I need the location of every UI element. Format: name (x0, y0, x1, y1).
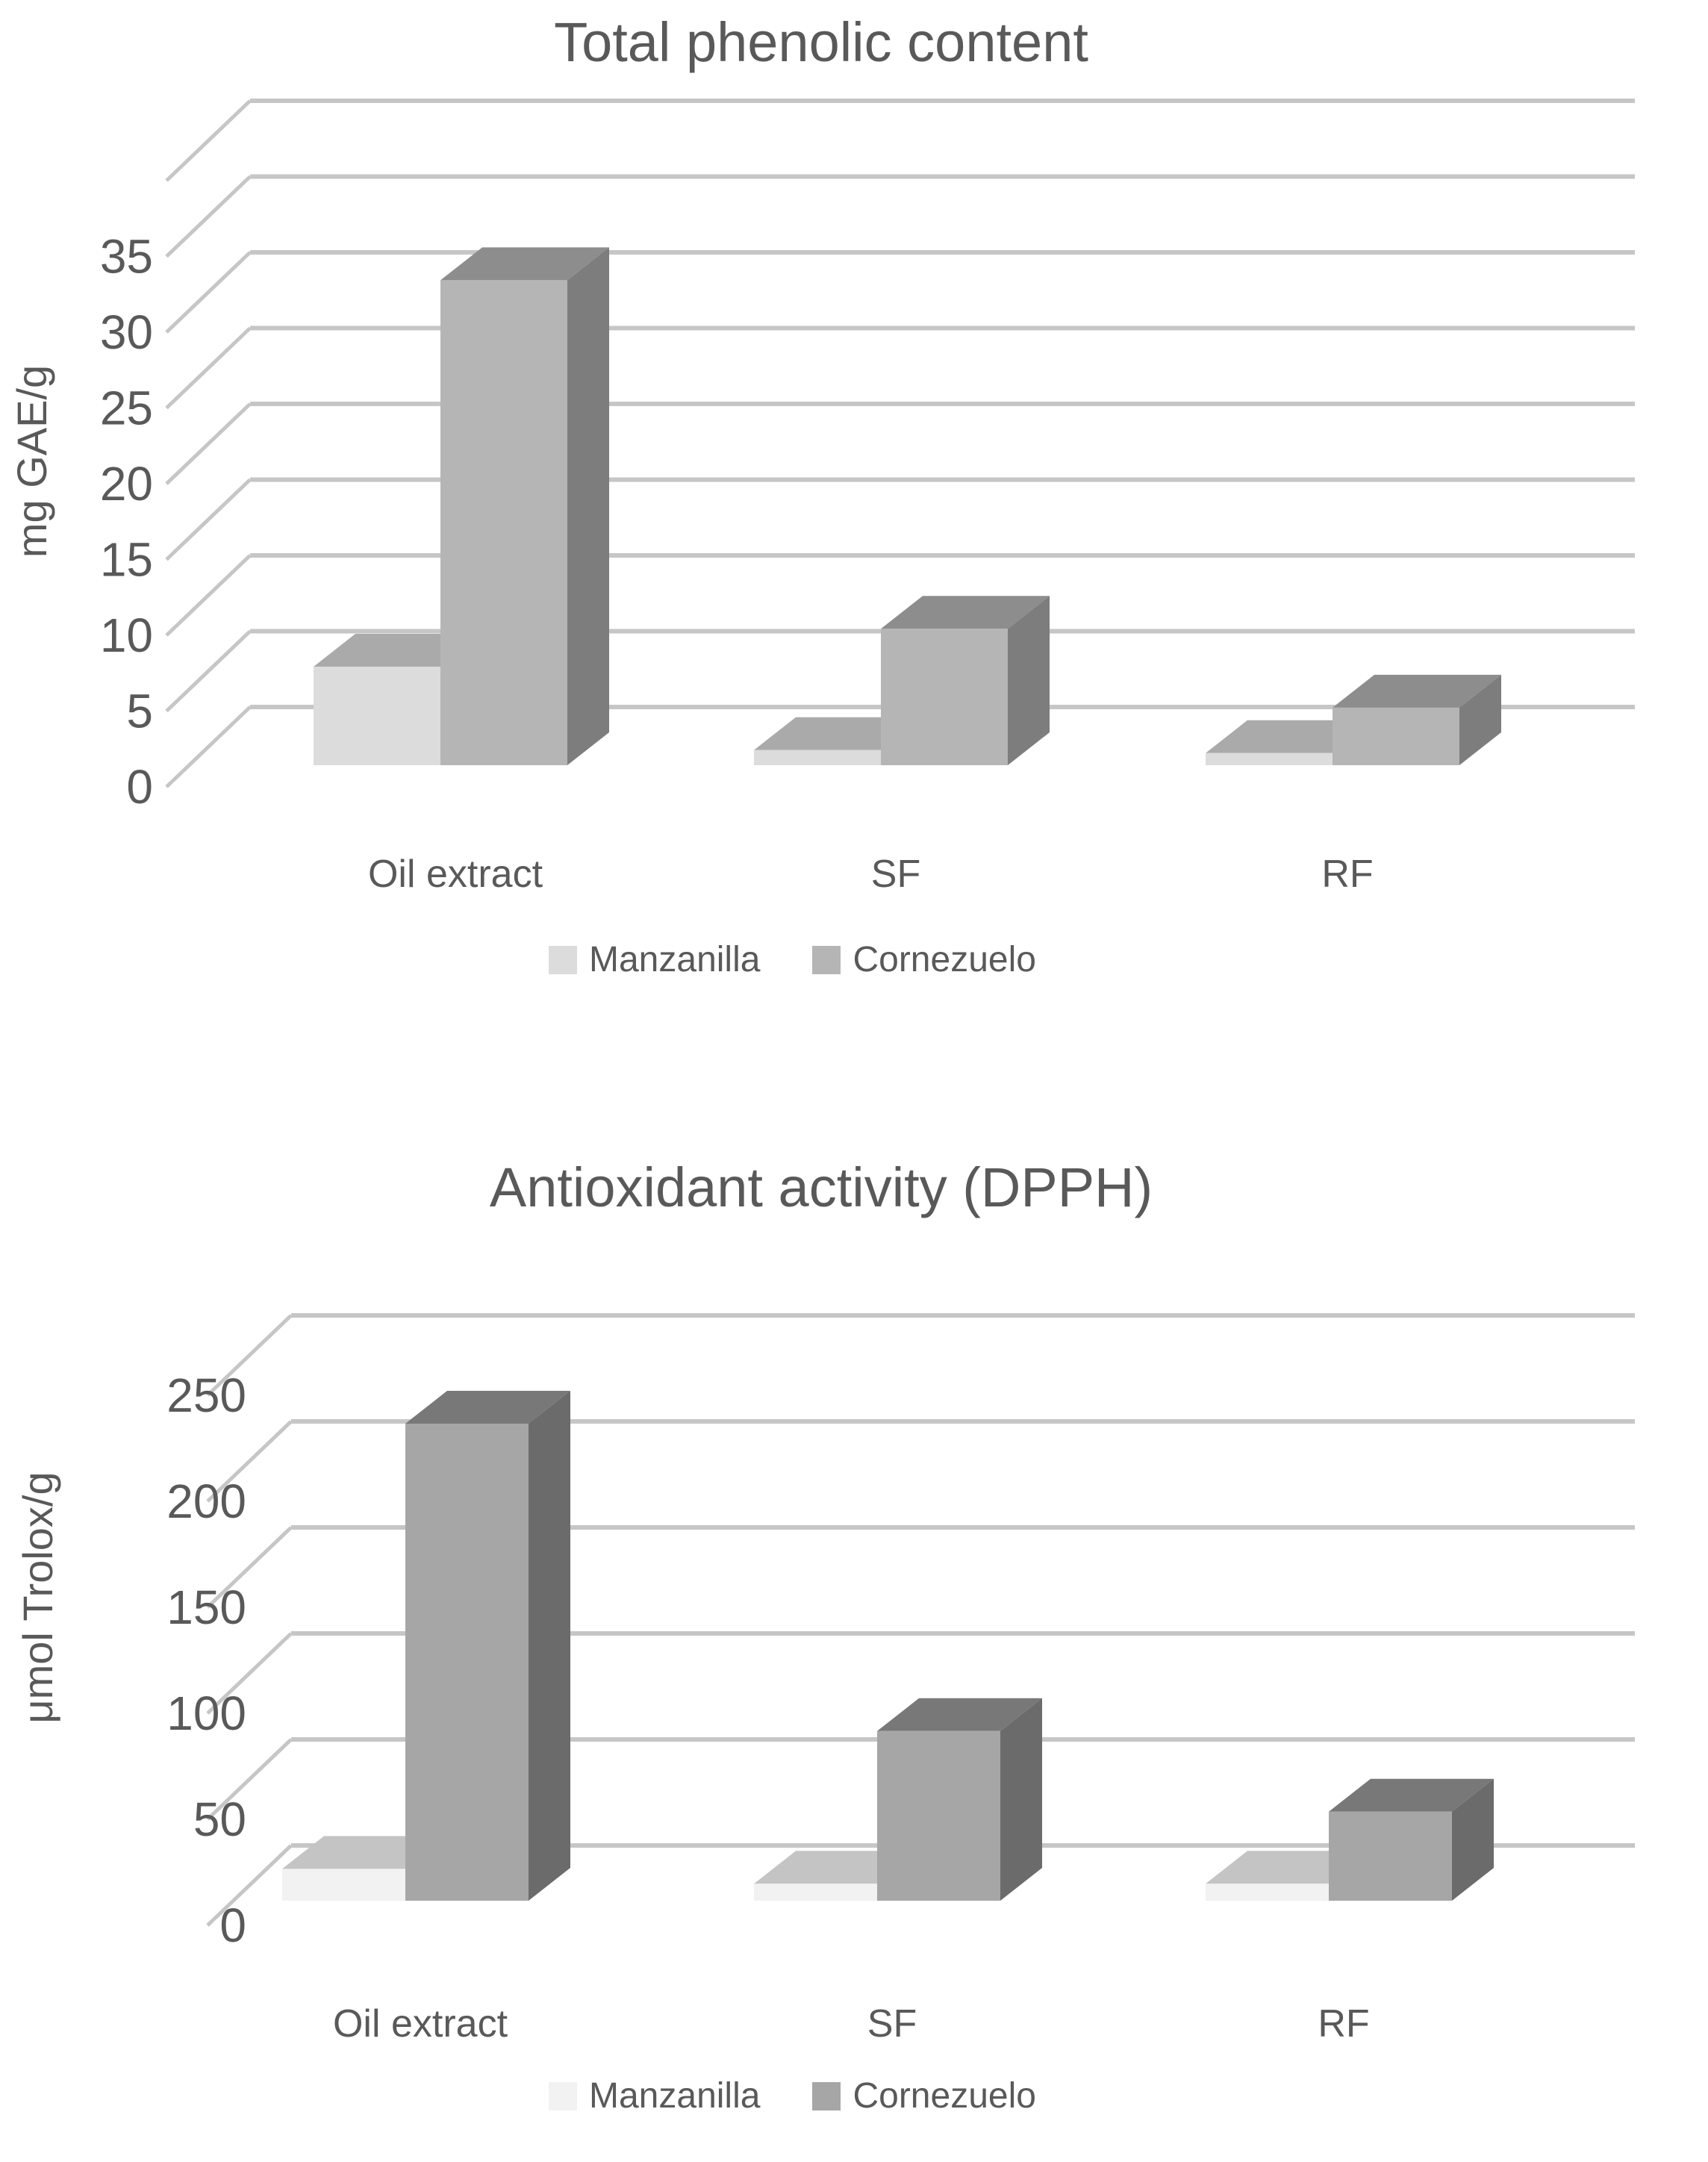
bar-front-face (1333, 707, 1459, 765)
x-category-label: Oil extract (368, 853, 543, 896)
chart2-legend-item-manzanilla: Manzanilla (549, 2075, 760, 2116)
bar-top-face (881, 596, 1050, 629)
bar-front-face (1329, 1811, 1452, 1901)
bar-front-face (881, 629, 1008, 765)
bar-front-face (282, 1869, 405, 1901)
bar-top-face (1333, 674, 1501, 708)
y-tick-label: 0 (126, 760, 153, 814)
bar-front-face (1206, 753, 1333, 765)
bar-cornezuelo-oil-extract (405, 1391, 570, 1901)
gridline-depth-segment (206, 1738, 293, 1821)
bar-cornezuelo-sf (881, 596, 1050, 765)
gridline-depth-segment (165, 705, 252, 788)
bar-side-face (1452, 1778, 1494, 1901)
gridline-depth-segment (165, 251, 252, 334)
y-tick-label: 30 (100, 305, 153, 359)
bar-top-face (1206, 720, 1374, 753)
y-tick-label: 0 (219, 1898, 246, 1952)
bar-side-face (1459, 674, 1501, 765)
bar-cornezuelo-sf (877, 1698, 1042, 1901)
bar-top-face (1329, 1778, 1494, 1812)
gridline-depth-segment (206, 1632, 293, 1715)
y-tick-label: 15 (100, 533, 153, 587)
chart2-legend: Manzanilla Cornezuelo (549, 2075, 1036, 2116)
chart1-title: Total phenolic content (554, 11, 1088, 73)
chart1-legend-label-manzanilla: Manzanilla (589, 940, 761, 979)
bar-side-face (529, 1391, 570, 1901)
y-tick-label: 200 (166, 1474, 246, 1528)
bar-top-face (877, 1698, 1042, 1731)
gridline-depth-segment (206, 1844, 293, 1927)
gridline-depth-segment (165, 554, 252, 637)
chart2-title: Antioxidant activity (DPPH) (489, 1156, 1153, 1218)
y-tick-label: 5 (126, 685, 153, 738)
chart1-legend: Manzanilla Cornezuelo (549, 939, 1036, 980)
bar-front-face (314, 667, 440, 765)
bar-front-face (754, 1884, 877, 1901)
bar-front-face (1206, 1884, 1329, 1901)
y-axis-title: mg GAE/g (8, 365, 55, 558)
bar-front-face (440, 280, 567, 765)
x-category-label: SF (871, 853, 920, 896)
x-category-label: RF (1318, 2002, 1369, 2046)
bar-cornezuelo-rf (1329, 1778, 1494, 1901)
chart1-legend-item-manzanilla: Manzanilla (549, 939, 760, 980)
y-tick-label: 150 (166, 1580, 246, 1634)
y-tick-label: 35 (100, 230, 153, 284)
chart1-legend-label-cornezuelo: Cornezuelo (853, 940, 1036, 979)
chart2-legend-label-manzanilla: Manzanilla (589, 2076, 761, 2116)
y-tick-label: 50 (193, 1792, 246, 1846)
gridline-depth-segment (206, 1420, 293, 1503)
bar-front-face (405, 1424, 529, 1901)
gridline-depth-segment (165, 402, 252, 485)
manzanilla-swatch-icon (549, 2081, 577, 2110)
y-tick-label: 25 (100, 381, 153, 435)
gridline-depth-segment (206, 1314, 293, 1397)
y-tick-label: 20 (100, 457, 153, 511)
chart2-legend-item-cornezuelo: Cornezuelo (812, 2075, 1036, 2116)
bar-top-face (314, 634, 482, 667)
gridline-depth-segment (165, 175, 252, 258)
y-tick-label: 10 (100, 608, 153, 662)
gridline-depth-segment (206, 1526, 293, 1609)
chart2-legend-label-cornezuelo: Cornezuelo (853, 2076, 1036, 2116)
y-tick-label: 100 (166, 1686, 246, 1740)
gridline-depth-segment (165, 326, 252, 410)
bar-side-face (1008, 596, 1050, 765)
bar-side-face (567, 247, 609, 765)
gridline-depth-segment (165, 99, 252, 182)
bar-side-face (1000, 1698, 1042, 1901)
bar-top-face (405, 1391, 570, 1424)
x-category-label: RF (1321, 853, 1373, 896)
chart1-legend-item-cornezuelo: Cornezuelo (812, 939, 1036, 980)
chart-1-plot: 0 5 10 15 20 25 30 35 mg GAE/g Oil extract SF RF (8, 99, 1635, 896)
gridline-depth-segment (165, 629, 252, 713)
manzanilla-swatch-icon (549, 945, 577, 974)
y-axis-title: μmol Trolox/g (14, 1471, 61, 1723)
cornezuelo-swatch-icon (812, 945, 841, 974)
bar-cornezuelo-rf (1333, 674, 1501, 765)
y-tick-label: 250 (166, 1368, 246, 1422)
bar-front-face (754, 750, 881, 765)
bar-front-face (877, 1730, 1000, 1901)
x-category-label: SF (867, 2002, 917, 2046)
bar-cornezuelo-oil-extract (440, 247, 609, 765)
x-category-label: Oil extract (333, 2002, 508, 2046)
gridline-depth-segment (165, 478, 252, 561)
bar-top-face (754, 717, 923, 750)
bar-top-face (440, 247, 609, 281)
cornezuelo-swatch-icon (812, 2081, 841, 2110)
chart-2-plot: 0 50 100 150 200 250 μmol Trolox/g Oil extract S… (14, 1313, 1635, 2046)
